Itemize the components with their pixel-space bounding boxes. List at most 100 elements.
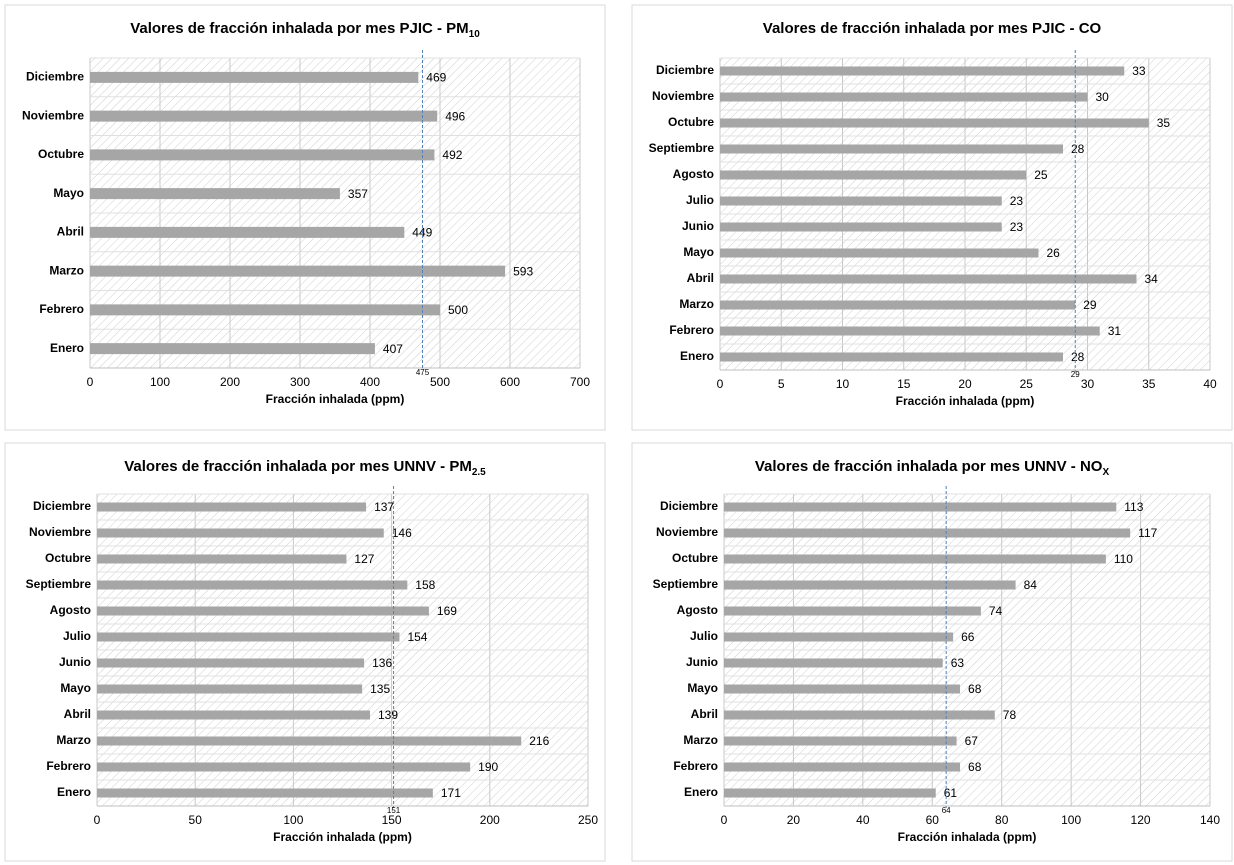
y-tick-label: Enero [680,349,714,363]
x-tick-label: 50 [189,813,203,827]
bar [724,580,1016,590]
x-tick-label: 250 [578,813,598,827]
x-tick-label: 30 [1081,377,1095,391]
y-tick-label: Mayo [687,681,718,695]
x-tick-label: 40 [856,813,870,827]
y-tick-label: Enero [684,785,718,799]
value-label: 67 [965,734,979,748]
y-tick-label: Septiembre [653,577,719,591]
value-label: 66 [961,630,975,644]
y-tick-label: Marzo [56,733,91,747]
title-subscript: 2.5 [472,467,486,478]
x-tick-label: 80 [995,813,1009,827]
x-tick-label: 5 [778,377,785,391]
y-tick-label: Noviembre [652,89,714,103]
bar [90,110,438,122]
y-tick-label: Enero [57,785,91,799]
y-tick-label: Diciembre [26,70,84,84]
x-tick-label: 600 [500,375,520,389]
bar [724,502,1117,512]
value-label: 190 [478,760,498,774]
x-axis-label: Fracción inhalada (ppm) [898,830,1037,844]
bar [90,265,506,277]
bar [720,274,1137,284]
mean-label: 29 [1071,370,1080,379]
x-tick-label: 35 [1142,377,1156,391]
bar [90,304,440,316]
value-label: 26 [1047,246,1061,260]
bar [724,658,943,668]
value-label: 23 [1010,194,1024,208]
title-text: Valores de fracción inhalada por mes UNN… [755,458,1103,475]
value-label: 31 [1108,324,1122,338]
y-tick-label: Enero [50,341,84,355]
x-tick-label: 0 [87,375,94,389]
y-tick-label: Diciembre [656,63,714,77]
bar [720,144,1063,154]
y-tick-label: Octubre [672,551,718,565]
x-tick-label: 20 [787,813,801,827]
bar [97,684,363,694]
bar [97,502,367,512]
x-axis-label: Fracción inhalada (ppm) [273,830,412,844]
bar [97,736,522,746]
bar [97,762,471,772]
bar [97,658,365,668]
y-tick-label: Septiembre [649,141,715,155]
x-tick-label: 400 [360,375,380,389]
bar [90,71,419,83]
value-label: 33 [1132,64,1146,78]
value-label: 28 [1071,350,1085,364]
bar [724,710,995,720]
y-tick-label: Agosto [50,603,91,617]
bar [720,170,1027,180]
value-label: 469 [426,71,446,85]
title-text: Valores de fracción inhalada por mes PJI… [763,20,1102,37]
chart-title: Valores de fracción inhalada por mes PJI… [130,20,480,40]
value-label: 500 [448,303,468,317]
value-label: 136 [372,656,392,670]
value-label: 171 [441,786,461,800]
x-tick-label: 100 [283,813,303,827]
bar [97,580,408,590]
bar [90,149,435,161]
y-tick-label: Noviembre [656,525,718,539]
value-label: 113 [1124,500,1143,514]
title-text: Valores de fracción inhalada por mes PJI… [130,20,468,37]
x-tick-label: 200 [480,813,500,827]
y-tick-label: Diciembre [660,499,718,513]
x-tick-label: 120 [1131,813,1151,827]
chart-title: Valores de fracción inhalada por mes UNN… [124,458,486,478]
value-label: 34 [1145,272,1159,286]
y-tick-label: Octubre [668,115,714,129]
x-tick-label: 10 [836,377,850,391]
x-tick-label: 60 [926,813,940,827]
y-tick-label: Febrero [669,323,714,337]
value-label: 74 [989,604,1003,618]
value-label: 63 [951,656,965,670]
bar [724,736,957,746]
y-tick-label: Agosto [673,167,714,181]
y-tick-label: Marzo [679,297,714,311]
y-tick-label: Febrero [46,759,91,773]
x-tick-label: 0 [721,813,728,827]
bar [720,326,1100,336]
bar [97,554,347,564]
value-label: 28 [1071,142,1085,156]
x-tick-label: 500 [430,375,450,389]
x-axis-label: Fracción inhalada (ppm) [266,392,405,406]
value-label: 117 [1138,526,1157,540]
value-label: 23 [1010,220,1024,234]
chart-title: Valores de fracción inhalada por mes UNN… [755,458,1110,478]
y-tick-label: Junio [682,219,714,233]
y-tick-label: Agosto [677,603,718,617]
value-label: 139 [378,708,398,722]
bar [90,188,340,200]
mean-label: 475 [416,368,430,377]
y-tick-label: Julio [686,193,714,207]
value-label: 29 [1083,298,1097,312]
bar [720,248,1039,258]
value-label: 84 [1024,578,1038,592]
y-tick-label: Febrero [673,759,718,773]
